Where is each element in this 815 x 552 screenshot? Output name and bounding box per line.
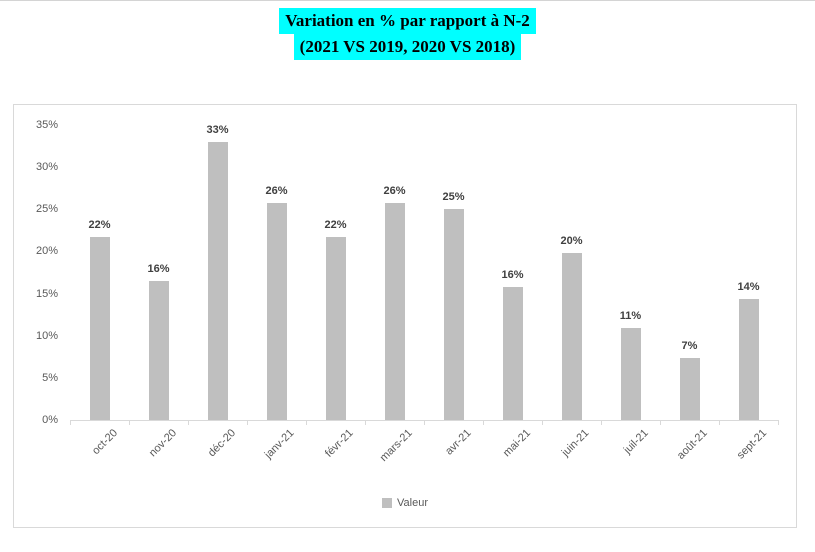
bar-nov-20[interactable] — [148, 281, 169, 420]
bar-value-label-avr-21: 25% — [442, 191, 465, 203]
bar-value-label-août-21: 7% — [681, 340, 698, 352]
x-label-janv-21: janv-21 — [262, 427, 297, 461]
x-label-sept-21: sept-21 — [734, 427, 769, 462]
y-tick-label-0: 0% — [42, 414, 58, 426]
chart-area: 0% 5% 10% 15% 20% 25% 30% 35% 22% oct-20 16% nov-20… — [13, 104, 797, 528]
bar-value-label-mai-21: 16% — [501, 269, 524, 281]
x-axis-tick — [70, 420, 71, 425]
bar-oct-20[interactable] — [89, 237, 110, 420]
y-tick-label-30: 30% — [35, 161, 58, 174]
x-axis-tick — [424, 420, 425, 425]
x-label-août-21: août-21 — [675, 427, 710, 462]
bar-value-label-oct-20: 22% — [88, 219, 111, 231]
bar-août-21[interactable] — [679, 358, 700, 420]
bar-avr-21[interactable] — [443, 209, 464, 420]
legend-label: Valeur — [397, 497, 428, 509]
chart-title-line-1-text: Variation en % par rapport à N-2 — [279, 8, 536, 34]
bar-juin-21[interactable] — [561, 253, 582, 420]
x-axis-tick — [483, 420, 484, 425]
x-label-nov-20: nov-20 — [146, 427, 179, 460]
bar-mai-21[interactable] — [502, 287, 523, 420]
bar-value-label-juin-21: 20% — [560, 235, 583, 247]
bar-déc-20[interactable] — [207, 142, 228, 420]
x-axis-tick — [778, 420, 779, 425]
bar-juil-21[interactable] — [620, 328, 641, 420]
x-axis-tick — [365, 420, 366, 425]
x-label-juil-21: juil-21 — [621, 427, 651, 457]
x-label-oct-20: oct-20 — [89, 427, 120, 458]
x-label-févr-21: févr-21 — [323, 427, 356, 460]
x-label-juin-21: juin-21 — [560, 427, 592, 459]
x-axis-tick — [660, 420, 661, 425]
chart-title-line-2: (2021 VS 2019, 2020 VS 2018) — [0, 34, 815, 60]
x-axis-tick — [129, 420, 130, 425]
bar-value-label-juil-21: 11% — [619, 310, 642, 322]
bar-mars-21[interactable] — [384, 203, 405, 420]
y-tick-label-15: 15% — [35, 287, 58, 300]
x-label-mars-21: mars-21 — [377, 427, 415, 465]
legend[interactable]: Valeur — [14, 497, 796, 509]
x-axis-tick — [542, 420, 543, 425]
x-axis-tick — [247, 420, 248, 425]
plot-area: 0% 5% 10% 15% 20% 25% 30% 35% 22% oct-20 16% nov-20… — [14, 105, 796, 527]
x-axis-tick — [601, 420, 602, 425]
y-tick-label-25: 25% — [35, 203, 58, 216]
y-tick-label-20: 20% — [35, 245, 58, 258]
bar-value-label-janv-21: 26% — [265, 185, 288, 197]
bar-sept-21[interactable] — [738, 299, 759, 420]
chart-title-line-1: Variation en % par rapport à N-2 — [0, 8, 815, 34]
legend-swatch — [382, 498, 392, 508]
x-label-déc-20: déc-20 — [205, 427, 238, 460]
chart-title: Variation en % par rapport à N-2 (2021 V… — [0, 8, 815, 60]
bar-févr-21[interactable] — [325, 237, 346, 420]
bar-value-label-mars-21: 26% — [383, 185, 406, 197]
bar-value-label-nov-20: 16% — [147, 263, 170, 275]
x-axis-tick — [306, 420, 307, 425]
x-axis-tick — [188, 420, 189, 425]
y-tick-label-10: 10% — [35, 329, 58, 342]
x-label-avr-21: avr-21 — [443, 427, 474, 458]
chart-title-line-2-text: (2021 VS 2019, 2020 VS 2018) — [293, 34, 522, 60]
y-tick-label-35: 35% — [35, 119, 58, 131]
x-label-mai-21: mai-21 — [500, 427, 533, 460]
x-axis-tick — [719, 420, 720, 425]
y-tick-label-5: 5% — [42, 371, 58, 384]
bar-value-label-févr-21: 22% — [324, 219, 347, 231]
bar-value-label-sept-21: 14% — [737, 281, 760, 293]
bar-janv-21[interactable] — [266, 203, 287, 420]
bar-value-label-déc-20: 33% — [206, 124, 229, 136]
